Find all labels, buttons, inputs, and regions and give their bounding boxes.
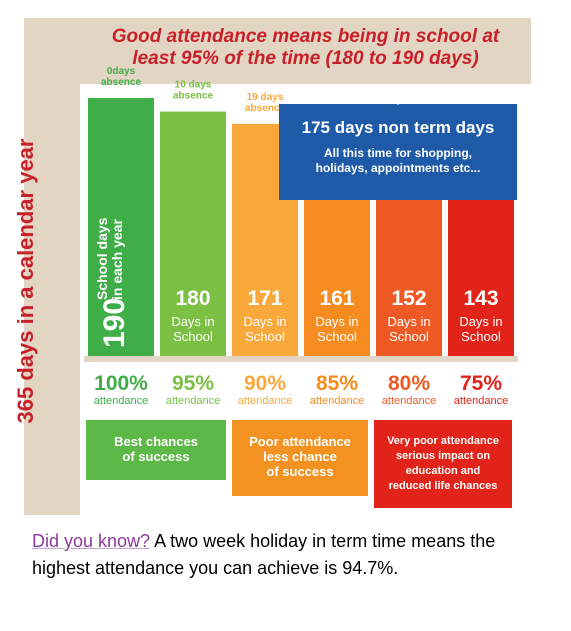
attendance-label-2: attendance <box>238 395 292 407</box>
school-days-label-0-line-1: School days <box>94 217 110 300</box>
non-term-pointer <box>386 94 410 105</box>
callout-poor-attendance: Poor attendance less chance of success <box>232 420 368 496</box>
callout-poor-line-3: of success <box>266 464 334 479</box>
school-days-label-2-line-1: Days in <box>243 314 286 329</box>
caption-text: A two week holiday in term time means th… <box>32 531 496 578</box>
school-days-value-5: 143 <box>463 287 498 310</box>
school-days-label-2-line-2: School <box>245 329 285 344</box>
attendance-percent-4: 80% <box>388 372 430 395</box>
school-days-label-4-line-2: School <box>389 329 429 344</box>
headline: Good attendance means being in school at… <box>80 26 531 70</box>
attendance-label-3: attendance <box>310 395 364 407</box>
callout-best-chances: Best chances of success <box>86 420 226 480</box>
school-days-label-3-line-1: Days in <box>315 314 358 329</box>
attendance-percent-1: 95% <box>172 372 214 395</box>
school-days-label-5-line-1: Days in <box>459 314 502 329</box>
did-you-know-link[interactable]: Did you know? <box>32 531 151 551</box>
school-days-value-0: 190 <box>98 298 131 348</box>
attendance-label-1: attendance <box>166 395 220 407</box>
non-term-description: All this time for shopping, holidays, ap… <box>299 146 497 176</box>
school-days-label-1-line-2: School <box>173 329 213 344</box>
callout-poor-line-2: less chance <box>263 449 337 464</box>
callout-best-line-1: Best chances <box>114 434 198 449</box>
attendance-percent-3: 85% <box>316 372 358 395</box>
callout-very-poor-line-4: reduced life chances <box>388 480 498 492</box>
callout-best-line-2: of success <box>122 449 190 464</box>
headline-line-2: least 95% of the time (180 to 190 days) <box>132 48 479 69</box>
callout-very-poor-attendance: Very poor attendance serious impact on e… <box>374 420 512 508</box>
non-term-description-line-2: holidays, appointments etc... <box>315 161 481 175</box>
attendance-label-4: attendance <box>382 395 436 407</box>
did-you-know-caption: Did you know? A two week holiday in term… <box>32 528 532 582</box>
absence-label-1-line-1: 10 days <box>175 80 212 91</box>
school-days-label-1-line-1: Days in <box>171 314 214 329</box>
bar-1 <box>160 111 226 356</box>
attendance-label-5: attendance <box>454 395 508 407</box>
school-days-label-4-line-1: Days in <box>387 314 430 329</box>
callout-very-poor-line-1: Very poor attendance <box>387 435 499 447</box>
absence-label-2-line-1: 19 days <box>247 92 284 103</box>
headline-line-1: Good attendance means being in school at <box>111 26 500 47</box>
attendance-label-0: attendance <box>94 395 148 407</box>
school-days-value-1: 180 <box>175 287 210 310</box>
callout-poor-line-1: Poor attendance <box>249 434 351 449</box>
attendance-percent-2: 90% <box>244 372 286 395</box>
school-days-label-3-line-2: School <box>317 329 357 344</box>
non-term-description-line-1: All this time for shopping, <box>324 146 472 160</box>
attendance-percent-5: 75% <box>460 372 502 395</box>
school-days-value-3: 161 <box>319 287 354 310</box>
attendance-percent-0: 100% <box>94 372 148 395</box>
school-days-label-0-line-2: in each year <box>109 219 125 300</box>
school-days-value-2: 171 <box>247 287 282 310</box>
callout-very-poor-line-3: education and <box>405 465 481 477</box>
absence-label-0-line-2: absence <box>101 77 141 88</box>
bar-0 <box>88 98 154 356</box>
side-banner <box>24 18 76 515</box>
absence-label-0-line-1: 0days <box>107 66 136 77</box>
absence-label-1-line-2: absence <box>173 91 213 102</box>
absence-label-2-line-2: absence <box>245 103 285 114</box>
school-days-value-4: 152 <box>391 287 426 310</box>
school-days-label-5-line-2: School <box>461 329 501 344</box>
chart-baseline <box>84 356 518 362</box>
callout-very-poor-line-2: serious impact on <box>395 450 491 462</box>
non-term-days-box: 175 days non term days All this time for… <box>279 104 517 200</box>
non-term-title: 175 days non term days <box>301 118 495 137</box>
